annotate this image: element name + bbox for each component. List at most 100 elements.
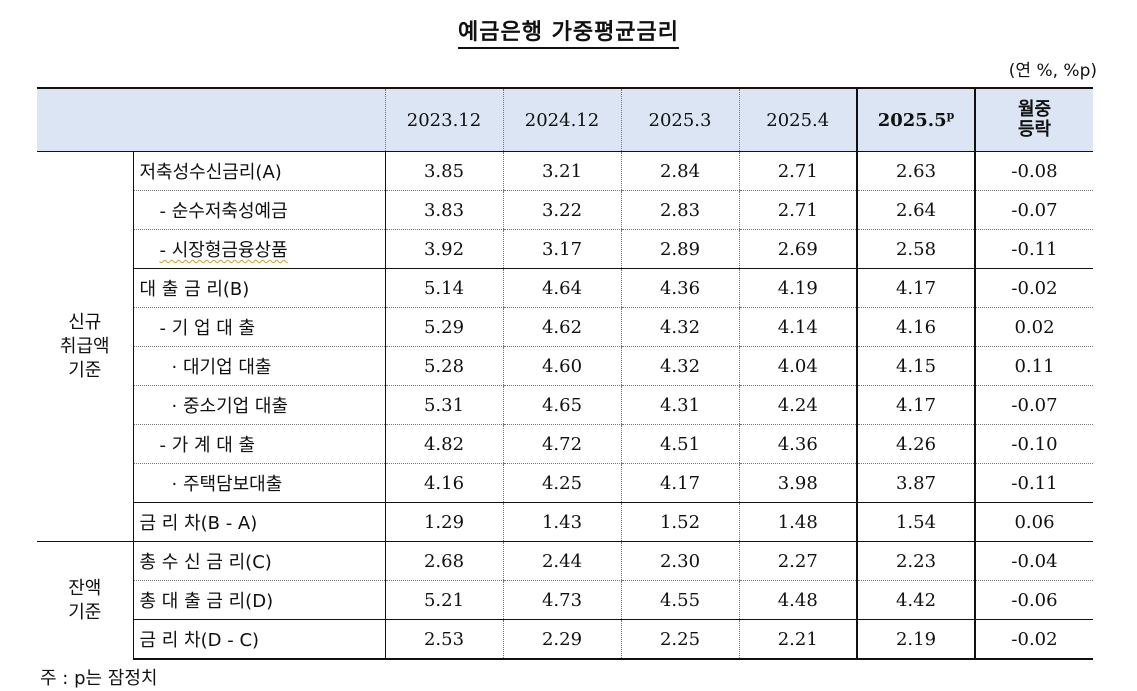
- rate-value: 4.31: [620, 385, 739, 425]
- table-row: 신규 취급액 기준 저축성수신금리(A) 3.85 3.21 2.84 2.71 2…: [37, 151, 1093, 542]
- rate-value: 4.73: [502, 580, 621, 620]
- row-label: 총 수 신 금 리(C): [133, 541, 386, 581]
- rate-value: -0.07: [974, 385, 1093, 425]
- table-row: · 주택담보대출 4.16 4.25 4.17 3.98 3.87 -0.11: [37, 463, 1093, 503]
- row-label: · 중소기업 대출: [133, 385, 386, 425]
- rate-value: 2.68: [384, 541, 503, 581]
- rate-value: 0.11: [974, 346, 1093, 386]
- rate-value: 2.64: [856, 190, 976, 230]
- rate-value: 2.63: [856, 151, 976, 191]
- group-new-label: 신규 취급액 기준: [37, 151, 134, 542]
- rate-value: 4.32: [620, 346, 739, 386]
- rate-value: 2.30: [620, 541, 739, 581]
- rate-value: 4.65: [502, 385, 621, 425]
- row-label: 총 대 출 금 리(D): [133, 580, 386, 620]
- rate-value: 1.52: [620, 502, 739, 542]
- rate-value: 0.06: [974, 502, 1093, 542]
- page-title: 예금은행 가중평균금리: [0, 14, 1137, 49]
- rate-value: 4.48: [738, 580, 857, 620]
- table-row: - 가 계 대 출 4.82 4.72 4.51 4.36 4.26 -0.10: [37, 424, 1093, 464]
- rate-value: 3.85: [384, 151, 503, 191]
- rate-value: 2.71: [738, 151, 857, 191]
- rate-value: 2.89: [620, 229, 739, 269]
- rate-value: 4.55: [620, 580, 739, 620]
- row-label: - 시장형금융상품: [133, 229, 386, 269]
- rate-value: 1.29: [384, 502, 503, 542]
- rate-value: 4.36: [620, 268, 739, 308]
- rate-value: 2.83: [620, 190, 739, 230]
- rate-value: 4.15: [856, 346, 976, 386]
- interest-rate-table: 2023.12 2024.12 2025.3 2025.4 2025.5p 월중…: [37, 87, 1093, 660]
- rate-value: 3.92: [384, 229, 503, 269]
- rate-value: 4.17: [856, 268, 976, 308]
- rate-value: 4.42: [856, 580, 976, 620]
- rate-value: 2.53: [384, 619, 503, 660]
- rate-value: 4.32: [620, 307, 739, 347]
- rate-value: 2.25: [620, 619, 739, 660]
- rate-value: 4.24: [738, 385, 857, 425]
- rate-value: 2.23: [856, 541, 976, 581]
- rate-value: -0.02: [974, 619, 1093, 660]
- table-row: · 대기업 대출 5.28 4.60 4.32 4.04 4.15 0.11: [37, 346, 1093, 386]
- header-2024-12: 2024.12: [502, 87, 621, 152]
- rate-value: 4.64: [502, 268, 621, 308]
- rate-value: 2.44: [502, 541, 621, 581]
- rate-value: 5.31: [384, 385, 503, 425]
- rate-value: 2.27: [738, 541, 857, 581]
- header-2025-5: 2025.5p: [856, 87, 976, 152]
- header-monthly-change: 월중 등락: [974, 87, 1093, 152]
- row-label: 금 리 차(B - A): [133, 502, 386, 542]
- table-row: - 기 업 대 출 5.29 4.62 4.32 4.14 4.16 0.02: [37, 307, 1093, 347]
- rate-value: 4.14: [738, 307, 857, 347]
- rate-value: 4.60: [502, 346, 621, 386]
- row-label: 대 출 금 리(B): [133, 268, 386, 308]
- row-label: · 대기업 대출: [133, 346, 386, 386]
- header-blank: [37, 87, 385, 152]
- rate-value: 3.22: [502, 190, 621, 230]
- rate-value: 0.02: [974, 307, 1093, 347]
- rate-value: -0.04: [974, 541, 1093, 581]
- rate-value: 4.16: [384, 463, 503, 503]
- rate-value: 1.54: [856, 502, 976, 542]
- rate-value: -0.02: [974, 268, 1093, 308]
- rate-value: 4.16: [856, 307, 976, 347]
- rate-value: 4.04: [738, 346, 857, 386]
- rate-value: 2.58: [856, 229, 976, 269]
- rate-value: 3.87: [856, 463, 976, 503]
- rate-value: 2.69: [738, 229, 857, 269]
- table-row: 대 출 금 리(B) 5.14 4.64 4.36 4.19 4.17 -0.0…: [37, 268, 1093, 308]
- rate-value: 5.29: [384, 307, 503, 347]
- table-row: 잔액 기준 총 수 신 금 리(C) 2.68 2.44 2.30 2.27 2.…: [37, 541, 1093, 659]
- row-label: - 순수저축성예금: [133, 190, 386, 230]
- table-row: 금 리 차(D - C) 2.53 2.29 2.25 2.21 2.19 -0…: [37, 619, 1093, 660]
- rate-value: 1.48: [738, 502, 857, 542]
- rate-value: -0.11: [974, 463, 1093, 503]
- rate-value: 2.29: [502, 619, 621, 660]
- rate-value: 4.36: [738, 424, 857, 464]
- header-2025-4: 2025.4: [738, 87, 857, 152]
- rate-value: -0.07: [974, 190, 1093, 230]
- rate-value: 2.71: [738, 190, 857, 230]
- header-2023-12: 2023.12: [384, 87, 503, 152]
- rate-value: 4.17: [856, 385, 976, 425]
- rate-value: 1.43: [502, 502, 621, 542]
- rate-value: 2.21: [738, 619, 857, 660]
- row-label: · 주택담보대출: [133, 463, 386, 503]
- rate-value: 5.28: [384, 346, 503, 386]
- row-label: - 가 계 대 출: [133, 424, 386, 464]
- rate-value: 4.26: [856, 424, 976, 464]
- row-label: - 기 업 대 출: [133, 307, 386, 347]
- rate-value: 5.14: [384, 268, 503, 308]
- footnote: 주 : p는 잠정치: [40, 668, 158, 689]
- rate-value: 3.17: [502, 229, 621, 269]
- rate-value: 4.17: [620, 463, 739, 503]
- rate-value: -0.10: [974, 424, 1093, 464]
- header-2025-3: 2025.3: [620, 87, 739, 152]
- table-row: 금 리 차(B - A) 1.29 1.43 1.52 1.48 1.54 0.…: [37, 502, 1093, 542]
- rate-value: 4.62: [502, 307, 621, 347]
- rate-value: 4.51: [620, 424, 739, 464]
- unit-label: (연 %, %p): [1008, 61, 1097, 81]
- table-row: · 중소기업 대출 5.31 4.65 4.31 4.24 4.17 -0.07: [37, 385, 1093, 425]
- rate-value: 5.21: [384, 580, 503, 620]
- rate-value: 4.82: [384, 424, 503, 464]
